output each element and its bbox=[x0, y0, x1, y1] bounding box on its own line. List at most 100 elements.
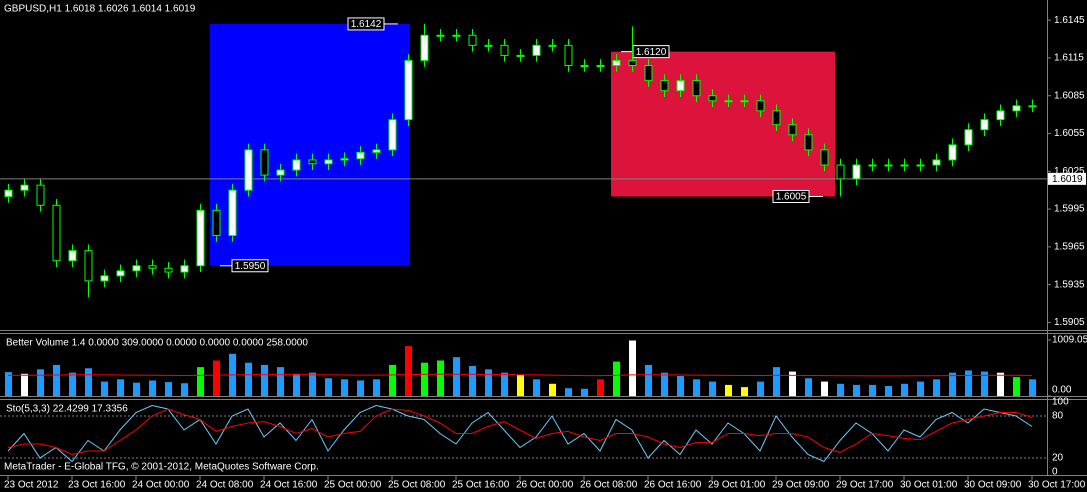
x-tick-label: 23 Oct 2012 bbox=[4, 480, 59, 491]
y-tick-label: 0.00 bbox=[1052, 385, 1072, 396]
volume-bar bbox=[709, 381, 716, 396]
candle-body bbox=[996, 110, 1005, 121]
volume-bar bbox=[181, 383, 188, 396]
candle-body bbox=[212, 209, 221, 237]
candle-body bbox=[740, 100, 749, 103]
candle-body bbox=[692, 80, 701, 97]
volume-bar bbox=[1013, 377, 1020, 396]
volume-bar bbox=[213, 360, 220, 396]
volume-bar bbox=[21, 373, 28, 396]
candle-body bbox=[116, 270, 125, 277]
candle-body bbox=[148, 265, 157, 269]
volume-bar bbox=[917, 381, 924, 396]
volume-bar bbox=[901, 383, 908, 396]
volume-bar bbox=[597, 379, 604, 396]
volume-bar bbox=[773, 367, 780, 396]
candle-body bbox=[884, 164, 893, 167]
candle-body bbox=[644, 64, 653, 82]
candle-body bbox=[548, 44, 557, 47]
volume-bar bbox=[261, 364, 268, 396]
volume-bar bbox=[757, 381, 764, 396]
zone-label: 1.6120 bbox=[636, 47, 667, 58]
panel-frames bbox=[0, 0, 1087, 476]
candle-body bbox=[580, 64, 589, 67]
candle-body bbox=[868, 164, 877, 167]
candle-body bbox=[276, 169, 285, 176]
volume-bar bbox=[837, 383, 844, 396]
x-tick-label: 25 Oct 16:00 bbox=[452, 480, 510, 491]
y-tick-label: 1009.05 bbox=[1052, 335, 1087, 346]
volume-bar bbox=[357, 380, 364, 396]
candle-body bbox=[756, 100, 765, 112]
candle-body bbox=[500, 44, 509, 56]
candle-body bbox=[100, 275, 109, 282]
volume-bar bbox=[469, 366, 476, 396]
x-tick-label: 23 Oct 16:00 bbox=[68, 480, 126, 491]
stochastic-line bbox=[7, 408, 1033, 456]
candle-body bbox=[836, 164, 845, 180]
x-tick-label: 25 Oct 00:00 bbox=[324, 480, 382, 491]
zone-label: 1.6005 bbox=[776, 192, 807, 203]
candle-body bbox=[820, 149, 829, 166]
volume-bar bbox=[965, 370, 972, 396]
candle-body bbox=[420, 34, 429, 61]
stochastic-line bbox=[7, 404, 1033, 463]
candle-body bbox=[36, 184, 45, 206]
x-tick-label: 30 Oct 01:00 bbox=[900, 480, 958, 491]
volume-bar bbox=[693, 379, 700, 396]
volume-bar bbox=[69, 372, 76, 396]
y-tick-label: 100 bbox=[1052, 397, 1069, 408]
volume-bar bbox=[677, 376, 684, 396]
volume-bar bbox=[885, 386, 892, 396]
x-tick-label: 24 Oct 00:00 bbox=[132, 480, 190, 491]
x-tick-label: 26 Oct 08:00 bbox=[580, 480, 638, 491]
candle-body bbox=[660, 80, 669, 92]
volume-bar bbox=[373, 379, 380, 396]
x-tick-label: 26 Oct 16:00 bbox=[644, 480, 702, 491]
volume-bar bbox=[53, 364, 60, 396]
candle-body bbox=[788, 124, 797, 136]
volume-bar bbox=[741, 387, 748, 396]
y-tick-label: 1.5935 bbox=[1054, 279, 1085, 290]
y-tick-label: 1.5965 bbox=[1054, 242, 1085, 253]
volume-bar bbox=[853, 384, 860, 396]
candle-body bbox=[68, 250, 77, 262]
x-tick-label: 24 Oct 08:00 bbox=[196, 480, 254, 491]
zone-label: 1.5950 bbox=[235, 261, 266, 272]
volume-bar bbox=[997, 372, 1004, 396]
volume-bar bbox=[821, 381, 828, 396]
candle-body bbox=[916, 164, 925, 167]
candle-body bbox=[164, 267, 173, 273]
candle-body bbox=[404, 59, 413, 121]
x-tick-label: 30 Oct 09:00 bbox=[964, 480, 1022, 491]
zone-label-box bbox=[772, 189, 810, 203]
candle-body bbox=[372, 149, 381, 153]
candle-body bbox=[180, 265, 189, 273]
volume-bar bbox=[869, 384, 876, 396]
volume-bar bbox=[725, 384, 732, 396]
candle-body bbox=[532, 44, 541, 56]
candle-body bbox=[1028, 105, 1037, 108]
y-tick-label: 1.6145 bbox=[1054, 15, 1085, 26]
volume-bar bbox=[341, 379, 348, 396]
volume-bar bbox=[565, 388, 572, 396]
candle-body bbox=[724, 100, 733, 103]
volume-bar bbox=[389, 364, 396, 396]
zone bbox=[210, 23, 410, 266]
volume-bar bbox=[421, 362, 428, 396]
volume-bar bbox=[485, 369, 492, 396]
candle-body bbox=[980, 119, 989, 131]
volume-bar bbox=[149, 380, 156, 396]
volume-bar bbox=[789, 371, 796, 396]
candle-body bbox=[772, 110, 781, 126]
x-tick-label: 24 Oct 16:00 bbox=[260, 480, 318, 491]
volume-bar bbox=[245, 362, 252, 396]
volume-bar bbox=[501, 372, 508, 396]
candle-body bbox=[468, 34, 477, 46]
candle-body bbox=[308, 159, 317, 165]
copyright: MetaTrader - E-Global TFG, © 2001-2012, … bbox=[4, 462, 319, 473]
candle-body bbox=[228, 189, 237, 237]
volume-bar bbox=[549, 383, 556, 396]
